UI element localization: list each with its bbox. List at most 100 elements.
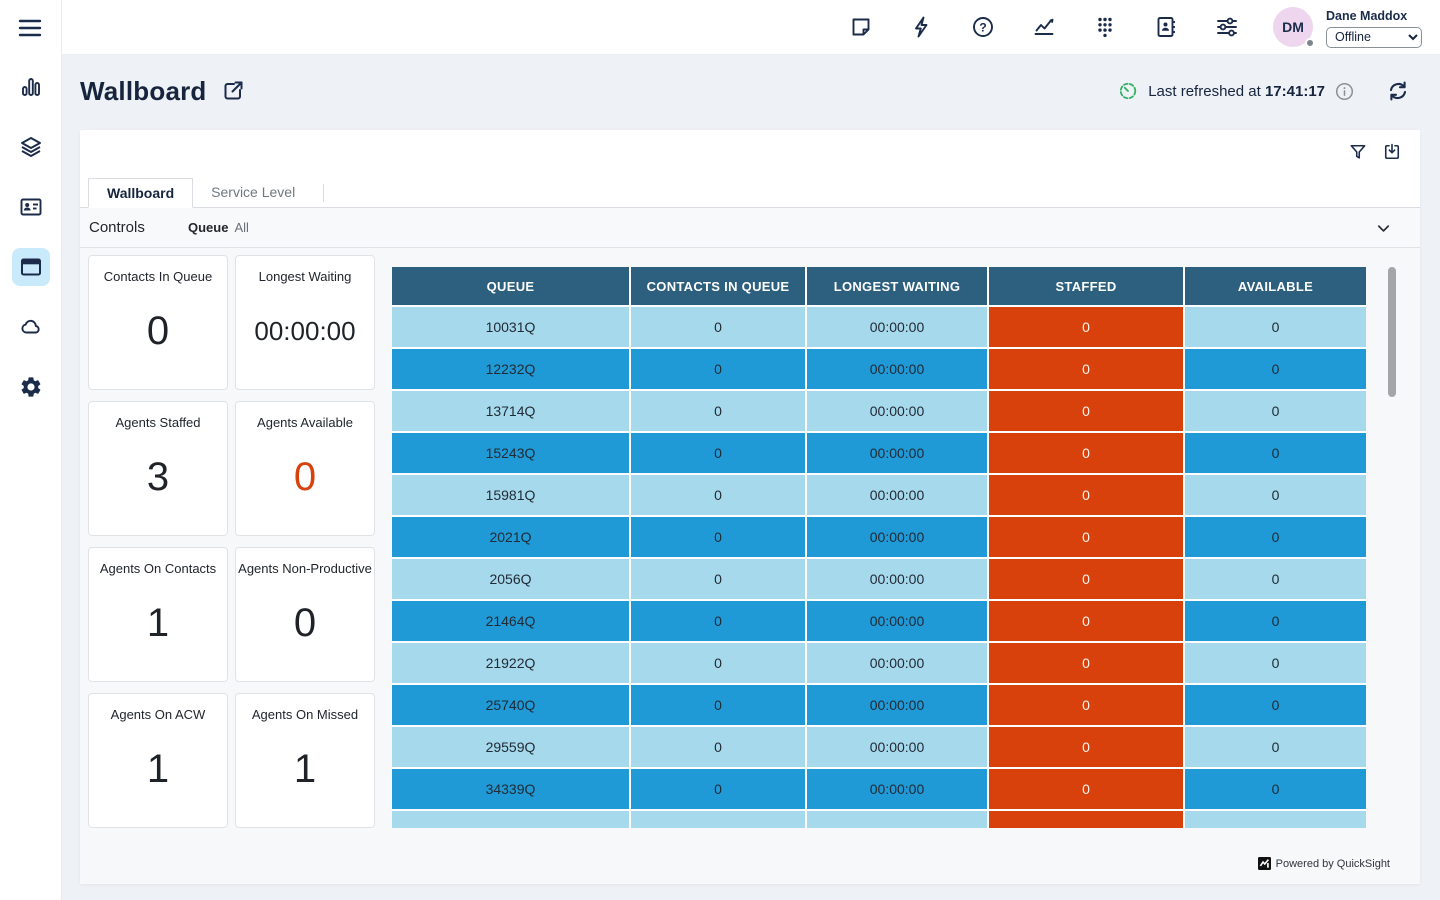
table-cell: 0	[989, 433, 1183, 473]
table-cell: 00:00:00	[807, 685, 987, 725]
metrics-icon[interactable]	[1032, 15, 1056, 39]
settings-icon	[19, 375, 43, 399]
quicksight-embed: Contacts In Queue0Longest Waiting00:00:0…	[80, 248, 1420, 884]
tab-service-level[interactable]: Service Level	[193, 177, 313, 207]
table-cell: 0	[989, 769, 1183, 809]
kpi-title: Agents On Contacts	[100, 561, 216, 576]
table-header-cell: QUEUE	[392, 267, 629, 305]
wallboard-dashboard-card: Wallboard Service Level Controls QueueAl…	[80, 130, 1420, 884]
tab-wallboard[interactable]: Wallboard	[88, 178, 193, 208]
table-cell: 00:00:00	[807, 727, 987, 767]
table-cell: 00:00:00	[807, 517, 987, 557]
sidebar-item-cloud[interactable]	[12, 308, 50, 346]
help-icon[interactable]: ?	[971, 15, 995, 39]
sidebar-item-settings[interactable]	[12, 368, 50, 406]
table-cell: 29559Q	[392, 727, 629, 767]
table-cell: 0	[989, 559, 1183, 599]
chevron-down-icon[interactable]	[1375, 220, 1392, 237]
table-header-cell: LONGEST WAITING	[807, 267, 987, 305]
table-cell: 2021Q	[392, 517, 629, 557]
table-scrollbar-thumb[interactable]	[1388, 267, 1396, 397]
filter-icon[interactable]	[1348, 142, 1368, 162]
table-cell: 0	[1185, 643, 1366, 683]
svg-text:?: ?	[979, 20, 986, 34]
kpi-title: Longest Waiting	[259, 269, 352, 284]
kpi-value: 1	[147, 722, 169, 827]
table-cell: 15981Q	[392, 475, 629, 515]
controls-label: Controls	[89, 219, 179, 236]
export-icon[interactable]	[1382, 142, 1402, 162]
queues-icon	[19, 135, 43, 159]
table-cell: 12232Q	[392, 349, 629, 389]
sidebar-item-contacts[interactable]	[12, 188, 50, 226]
table-cell: 25740Q	[392, 685, 629, 725]
last-refreshed-text: Last refreshed at 17:41:17	[1148, 83, 1325, 100]
table-cell: 00:00:00	[807, 391, 987, 431]
queue-table: QUEUECONTACTS IN QUEUELONGEST WAITINGSTA…	[392, 267, 1366, 828]
table-cell-partial	[392, 811, 629, 828]
sidebar-item-analytics[interactable]	[12, 68, 50, 106]
queue-filter[interactable]: QueueAll	[188, 220, 249, 235]
table-cell: 13714Q	[392, 391, 629, 431]
wallboard-icon	[19, 255, 43, 279]
sidebar-item-queues[interactable]	[12, 128, 50, 166]
preferences-icon[interactable]	[1215, 15, 1239, 39]
table-cell: 0	[989, 727, 1183, 767]
cloud-icon	[19, 315, 43, 339]
table-cell: 0	[1185, 559, 1366, 599]
kpi-value: 00:00:00	[254, 284, 355, 389]
controls-bar: Controls QueueAll	[80, 208, 1420, 248]
directory-icon[interactable]	[1154, 15, 1178, 39]
table-cell: 0	[1185, 769, 1366, 809]
table-cell: 0	[631, 517, 805, 557]
info-icon[interactable]	[1335, 82, 1354, 101]
left-sidebar	[0, 0, 62, 900]
kpi-grid: Contacts In Queue0Longest Waiting00:00:0…	[88, 255, 375, 828]
table-cell: 0	[989, 349, 1183, 389]
auto-refresh-timer-icon	[1118, 81, 1138, 101]
table-cell: 10031Q	[392, 307, 629, 347]
table-cell-partial	[807, 811, 987, 828]
contact-card-icon	[19, 195, 43, 219]
table-cell: 0	[1185, 517, 1366, 557]
table-cell: 0	[1185, 433, 1366, 473]
table-cell-partial	[631, 811, 805, 828]
page-title: Wallboard	[80, 76, 207, 107]
table-cell: 0	[1185, 349, 1366, 389]
table-header-cell: AVAILABLE	[1185, 267, 1366, 305]
status-dot	[1305, 38, 1315, 48]
kpi-card: Agents Available0	[235, 401, 375, 536]
table-cell: 0	[631, 601, 805, 641]
table-cell: 0	[631, 727, 805, 767]
table-cell: 0	[989, 643, 1183, 683]
table-cell: 0	[1185, 307, 1366, 347]
kpi-title: Agents Staffed	[115, 415, 200, 430]
table-cell: 0	[631, 391, 805, 431]
quicksight-logo-icon	[1258, 857, 1271, 870]
notes-icon[interactable]	[849, 15, 873, 39]
refresh-icon[interactable]	[1386, 79, 1410, 103]
sidebar-item-wallboard[interactable]	[12, 248, 50, 286]
queue-table-wrap: QUEUECONTACTS IN QUEUELONGEST WAITINGSTA…	[392, 267, 1366, 828]
dashboard-tabs: Wallboard Service Level	[80, 178, 1420, 208]
table-cell: 00:00:00	[807, 307, 987, 347]
dialpad-icon[interactable]	[1093, 15, 1117, 39]
kpi-value: 0	[147, 284, 169, 389]
table-cell: 21922Q	[392, 643, 629, 683]
status-select[interactable]: Offline	[1326, 27, 1422, 48]
kpi-title: Agents Available	[257, 415, 353, 430]
table-cell: 00:00:00	[807, 643, 987, 683]
kpi-value: 3	[147, 430, 169, 535]
table-cell: 0	[631, 307, 805, 347]
table-cell: 2056Q	[392, 559, 629, 599]
table-cell: 0	[989, 601, 1183, 641]
open-external-icon[interactable]	[221, 79, 245, 103]
quick-actions-icon[interactable]	[910, 15, 934, 39]
table-cell: 0	[631, 769, 805, 809]
table-scrollbar[interactable]	[1388, 267, 1396, 828]
menu-icon[interactable]	[17, 15, 43, 41]
kpi-card: Agents On Missed1	[235, 693, 375, 828]
table-cell: 0	[989, 517, 1183, 557]
kpi-card: Agents Non-Productive0	[235, 547, 375, 682]
table-cell: 0	[989, 685, 1183, 725]
